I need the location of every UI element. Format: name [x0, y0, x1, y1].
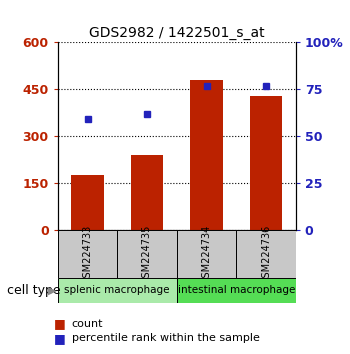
Bar	[71, 175, 104, 230]
Text: ▶: ▶	[48, 286, 56, 296]
Text: splenic macrophage: splenic macrophage	[64, 285, 170, 295]
Bar	[190, 80, 223, 230]
Bar	[177, 230, 236, 278]
Text: GSM224734: GSM224734	[202, 224, 211, 284]
Text: ■: ■	[54, 318, 66, 330]
Text: intestinal macrophage: intestinal macrophage	[177, 285, 295, 295]
Bar	[58, 230, 117, 278]
Text: GSM224736: GSM224736	[261, 224, 271, 284]
Text: ■: ■	[54, 332, 66, 344]
Bar	[250, 96, 282, 230]
Text: count: count	[72, 319, 103, 329]
Bar	[58, 278, 177, 303]
Bar	[117, 230, 177, 278]
Title: GDS2982 / 1422501_s_at: GDS2982 / 1422501_s_at	[89, 26, 265, 40]
Text: cell type: cell type	[7, 285, 61, 297]
Text: GSM224735: GSM224735	[142, 224, 152, 284]
Bar	[131, 155, 163, 230]
Text: percentile rank within the sample: percentile rank within the sample	[72, 333, 260, 343]
Bar	[177, 278, 296, 303]
Bar	[236, 230, 296, 278]
Text: GSM224733: GSM224733	[83, 224, 92, 284]
